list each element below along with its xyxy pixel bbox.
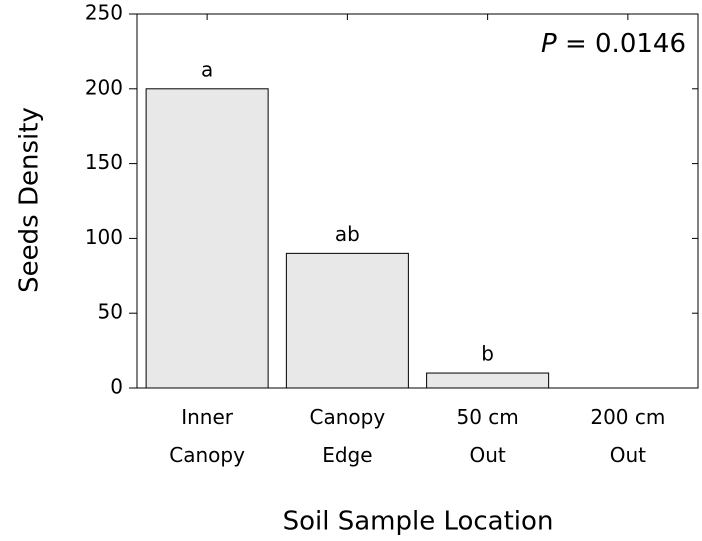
- group-letter: ab: [335, 222, 360, 246]
- x-tick-label-line: Inner: [181, 405, 234, 429]
- y-tick-label: 0: [110, 375, 123, 399]
- y-axis-title: Seeds Density: [15, 107, 45, 293]
- x-tick-label: Inner Canopy: [169, 405, 245, 467]
- x-axis-title: Soil Sample Location: [283, 507, 554, 537]
- y-tick-label: 200: [85, 75, 123, 99]
- bar: [145, 88, 269, 389]
- x-tick-label-line: Canopy: [310, 405, 386, 429]
- plot-frame: [136, 13, 699, 389]
- y-tick-label: 100: [85, 225, 123, 249]
- x-tick-label: Canopy Edge: [310, 405, 386, 467]
- x-tick-label-line: Canopy: [169, 443, 245, 467]
- y-tick-label: 50: [98, 300, 123, 324]
- x-tick-label-line: Out: [469, 443, 505, 467]
- bar: [285, 252, 409, 389]
- x-tick-label-line: 50 cm: [456, 405, 518, 429]
- x-tick-label: 200 cm Out: [590, 405, 665, 467]
- group-letter: a: [201, 57, 213, 81]
- bar: [426, 372, 550, 389]
- annotation: P = 0.0146: [541, 29, 686, 59]
- annotation-symbol: P: [541, 29, 557, 59]
- y-tick-label: 250: [85, 1, 123, 25]
- x-tick-label-line: 200 cm: [590, 405, 665, 429]
- y-tick-label: 150: [85, 150, 123, 174]
- x-tick-label-line: Out: [610, 443, 646, 467]
- annotation-text: = 0.0146: [565, 29, 686, 59]
- x-tick-label: 50 cm Out: [456, 405, 518, 467]
- group-letter: b: [481, 342, 494, 366]
- x-tick-label-line: Edge: [322, 443, 372, 467]
